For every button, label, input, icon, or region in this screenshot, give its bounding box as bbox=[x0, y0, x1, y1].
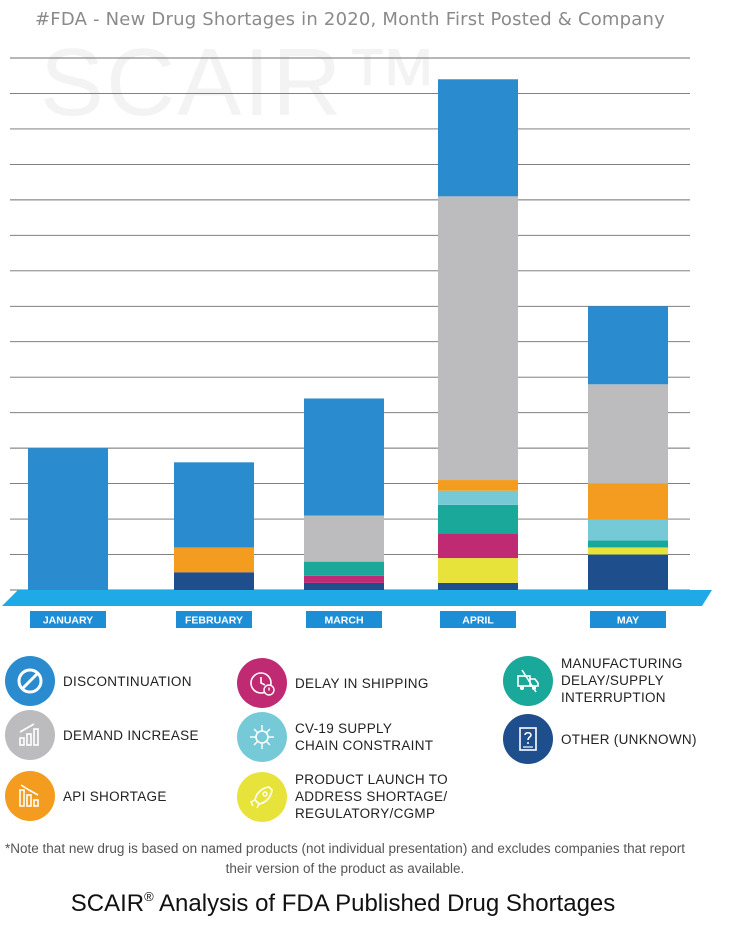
bar-segment bbox=[438, 79, 518, 197]
bar-segment bbox=[304, 575, 384, 583]
bar-segment bbox=[588, 384, 668, 484]
clock-alert-icon bbox=[237, 658, 287, 708]
legend-label: CV-19 SUPPLY CHAIN CONSTRAINT bbox=[295, 721, 434, 753]
category-label: APRIL bbox=[462, 615, 494, 627]
bar-segment bbox=[588, 483, 668, 520]
stacked-bar-chart: JANUARY FEBRUARY MARCH APRIL MAY bbox=[2, 57, 712, 628]
ban-icon bbox=[5, 656, 55, 706]
footer-title: SCAIR® Analysis of FDA Published Drug Sh… bbox=[0, 889, 686, 918]
bar-segment bbox=[28, 448, 108, 590]
rocket-icon bbox=[237, 771, 287, 822]
truck-broken-icon bbox=[503, 655, 553, 706]
legend-label: DISCONTINUATION bbox=[63, 673, 192, 689]
legend-item-delay-in-shipping: DELAY IN SHIPPING bbox=[237, 658, 429, 708]
legend-item-discontinuation: DISCONTINUATION bbox=[5, 656, 192, 706]
bar-segment bbox=[174, 547, 254, 573]
chart-baseline bbox=[2, 590, 712, 606]
category-label-box bbox=[176, 611, 252, 628]
footer-text: Analysis of FDA Published Drug Shortages bbox=[153, 890, 616, 917]
document-question-icon bbox=[503, 714, 553, 764]
virus-icon bbox=[237, 712, 287, 762]
bar-segment bbox=[438, 480, 518, 491]
legend-item-manufacturing: MANUFACTURING DELAY/SUPPLY INTERRUPTION bbox=[503, 655, 683, 706]
legend-item-api-shortage: API SHORTAGE bbox=[5, 771, 167, 821]
bar-segment bbox=[438, 196, 518, 481]
category-label: MAY bbox=[617, 615, 639, 627]
category-label-box bbox=[440, 611, 516, 628]
bar-segment bbox=[438, 582, 518, 590]
bar-chart-up-icon bbox=[5, 710, 55, 760]
bar-segment bbox=[588, 306, 668, 385]
bar-segment bbox=[174, 572, 254, 590]
watermark: SCAIR™ bbox=[40, 29, 442, 136]
category-label: FEBRUARY bbox=[185, 615, 243, 627]
legend-item-demand-increase: DEMAND INCREASE bbox=[5, 710, 199, 760]
bar-segment bbox=[588, 519, 668, 541]
footnote: *Note that new drug is based on named pr… bbox=[5, 841, 685, 876]
bar-segment bbox=[174, 462, 254, 548]
bar-segment bbox=[304, 398, 384, 516]
bar-segment bbox=[588, 554, 668, 590]
bar-segment bbox=[304, 582, 384, 590]
bar-segment bbox=[304, 561, 384, 576]
bar-segment bbox=[438, 490, 518, 505]
legend-item-other: OTHER (UNKNOWN) bbox=[503, 714, 697, 764]
registered-mark: ® bbox=[144, 889, 154, 904]
legend-label: OTHER (UNKNOWN) bbox=[561, 731, 697, 747]
bar-segment bbox=[438, 533, 518, 559]
category-label: MARCH bbox=[324, 615, 363, 627]
category-label: JANUARY bbox=[43, 615, 93, 627]
category-label-box bbox=[590, 611, 666, 628]
legend-label: MANUFACTURING DELAY/SUPPLY INTERRUPTION bbox=[561, 656, 683, 705]
chart-title: #FDA - New Drug Shortages in 2020, Month… bbox=[35, 9, 665, 30]
legend-item-cv19: CV-19 SUPPLY CHAIN CONSTRAINT bbox=[237, 712, 433, 762]
footer-brand: SCAIR bbox=[70, 890, 145, 917]
bar-segment bbox=[438, 558, 518, 583]
legend-label: DELAY IN SHIPPING bbox=[295, 675, 429, 691]
category-label-box bbox=[30, 611, 106, 628]
bar-segment bbox=[304, 515, 384, 562]
legend-item-product-launch: PRODUCT LAUNCH TO ADDRESS SHORTAGE/ REGU… bbox=[237, 771, 448, 822]
legend-label: API SHORTAGE bbox=[63, 788, 167, 804]
bar-segment bbox=[588, 547, 668, 555]
category-label-box bbox=[306, 611, 382, 628]
legend-label: PRODUCT LAUNCH TO ADDRESS SHORTAGE/ REGU… bbox=[295, 772, 448, 821]
bar-chart-down-icon bbox=[5, 771, 55, 821]
bar-segment bbox=[438, 504, 518, 534]
legend-label: DEMAND INCREASE bbox=[63, 727, 199, 743]
bar-segment bbox=[588, 540, 668, 548]
